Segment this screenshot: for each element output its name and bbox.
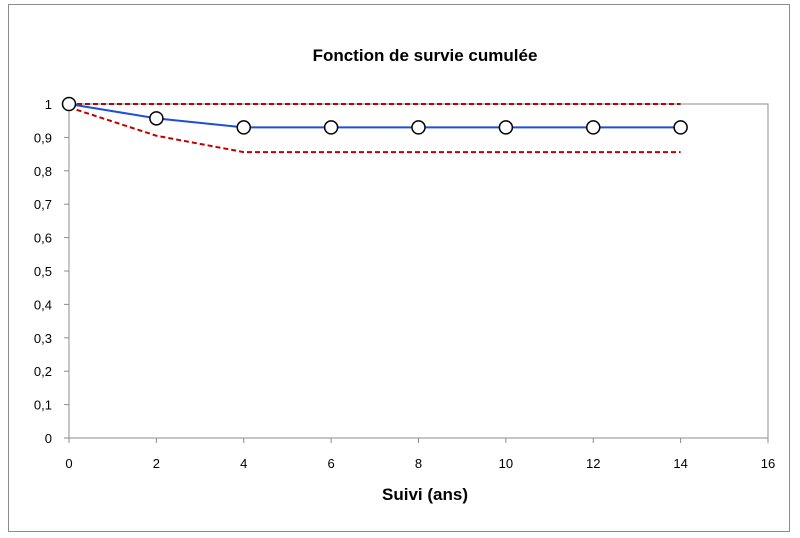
x-tick-label: 0 (65, 456, 72, 471)
x-axis-label: Suivi (ans) (382, 485, 468, 504)
y-tick-label: 0,2 (34, 364, 52, 379)
x-tick-label: 2 (153, 456, 160, 471)
x-tick-label: 10 (499, 456, 513, 471)
survival-point-marker (236, 120, 251, 135)
y-axis: 0 0,1 0,2 0,3 0,4 0,5 0,6 0,7 0,8 0,9 1 (34, 97, 70, 446)
series-layer (61, 96, 688, 154)
survival-point-marker (61, 96, 77, 112)
y-tick-label: 0,6 (34, 231, 52, 246)
plot-area (68, 103, 769, 439)
x-tick-label: 14 (673, 456, 687, 471)
survival-point-marker (323, 120, 339, 135)
chart-frame (8, 4, 790, 532)
y-tick-label: 0,8 (34, 164, 52, 179)
survival-point-marker (498, 120, 514, 135)
x-tick-label: 8 (415, 456, 422, 471)
y-tick-label: 1 (45, 97, 52, 112)
confidence-bound-line (68, 106, 681, 154)
x-axis: 0 2 4 6 8 10 12 14 16 (65, 437, 775, 471)
y-tick-label: 0,9 (34, 130, 52, 145)
x-tick-label: 4 (240, 456, 247, 471)
x-tick-label: 16 (761, 456, 775, 471)
y-tick-label: 0,7 (34, 197, 52, 212)
chart-title: Fonction de survie cumulée (313, 46, 538, 65)
survival-point-marker (586, 120, 601, 135)
survival-line (68, 103, 681, 129)
y-tick-label: 0,1 (34, 398, 52, 413)
y-tick-label: 0,5 (34, 264, 52, 279)
survival-point-marker (411, 120, 426, 135)
y-tick-label: 0 (45, 431, 52, 446)
x-tick-label: 12 (586, 456, 600, 471)
survival-point-marker (149, 111, 164, 126)
x-tick-label: 6 (328, 456, 335, 471)
y-tick-label: 0,3 (34, 331, 52, 346)
survival-point-marker (673, 120, 688, 135)
y-tick-label: 0,4 (34, 297, 52, 312)
